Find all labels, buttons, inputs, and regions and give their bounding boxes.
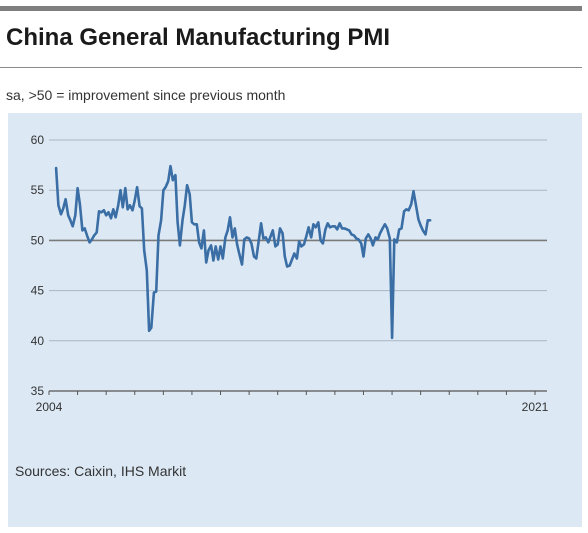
y-tick-label: 55 (31, 183, 45, 197)
y-tick-label: 50 (31, 233, 45, 247)
chart-subtitle: sa, >50 = improvement since previous mon… (6, 87, 286, 103)
pmi-series-line (54, 164, 432, 340)
chart-title: China General Manufacturing PMI (6, 24, 391, 51)
top-rule (0, 6, 582, 11)
x-tick-label: 2021 (522, 400, 549, 414)
title-divider (0, 67, 582, 68)
pmi-line-chart: 60 55 50 45 40 35 2004 2021 (31, 133, 549, 414)
chart-panel: 60 55 50 45 40 35 2004 2021 Sources: Caixin, IH… (8, 113, 582, 527)
y-tick-label: 60 (31, 133, 45, 147)
x-tick-label: 2004 (36, 400, 63, 414)
y-tick-label: 45 (31, 284, 45, 298)
y-tick-label: 40 (31, 334, 45, 348)
y-tick-label: 35 (31, 384, 45, 398)
chart-source: Sources: Caixin, IHS Markit (15, 463, 187, 479)
